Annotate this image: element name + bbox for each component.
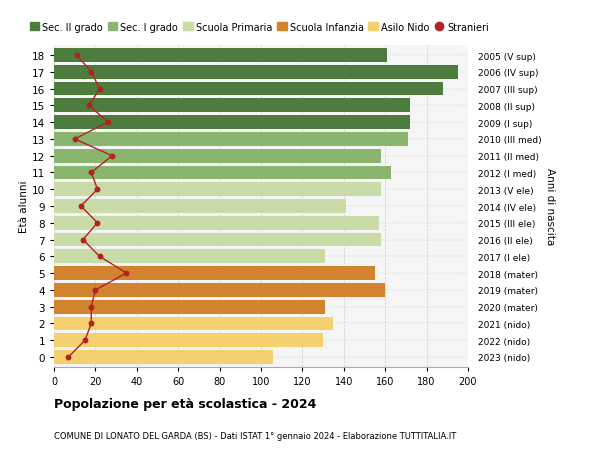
Point xyxy=(107,153,117,160)
Bar xyxy=(54,217,379,230)
Bar xyxy=(54,317,334,330)
Point xyxy=(80,337,90,344)
Point xyxy=(72,52,82,60)
Bar xyxy=(54,250,325,263)
Point xyxy=(95,86,104,93)
Point xyxy=(78,236,88,244)
Bar xyxy=(54,300,325,314)
Bar xyxy=(54,66,458,79)
Bar xyxy=(54,283,385,297)
Bar xyxy=(54,116,410,130)
Bar xyxy=(54,49,387,63)
Legend: Sec. II grado, Sec. I grado, Scuola Primaria, Scuola Infanzia, Asilo Nido, Stran: Sec. II grado, Sec. I grado, Scuola Prim… xyxy=(26,19,493,36)
Point xyxy=(122,270,131,277)
Point xyxy=(92,186,102,194)
Point xyxy=(86,69,96,76)
Point xyxy=(92,219,102,227)
Bar xyxy=(54,133,408,146)
Point xyxy=(95,253,104,260)
Bar xyxy=(54,267,375,280)
Point xyxy=(76,203,86,210)
Point xyxy=(64,353,73,361)
Point xyxy=(86,169,96,177)
Point xyxy=(70,136,79,143)
Point xyxy=(91,286,100,294)
Point xyxy=(85,102,94,110)
Bar xyxy=(54,99,410,113)
Bar xyxy=(54,200,346,213)
Bar xyxy=(54,166,391,180)
Point xyxy=(86,320,96,327)
Bar xyxy=(54,350,274,364)
Bar xyxy=(54,233,381,247)
Point xyxy=(86,303,96,311)
Text: Popolazione per età scolastica - 2024: Popolazione per età scolastica - 2024 xyxy=(54,397,316,410)
Bar xyxy=(54,83,443,96)
Y-axis label: Età alunni: Età alunni xyxy=(19,180,29,233)
Y-axis label: Anni di nascita: Anni di nascita xyxy=(545,168,555,245)
Bar xyxy=(54,150,381,163)
Text: COMUNE DI LONATO DEL GARDA (BS) - Dati ISTAT 1° gennaio 2024 - Elaborazione TUTT: COMUNE DI LONATO DEL GARDA (BS) - Dati I… xyxy=(54,431,456,441)
Point xyxy=(103,119,113,127)
Bar xyxy=(54,334,323,347)
Bar xyxy=(54,183,381,196)
